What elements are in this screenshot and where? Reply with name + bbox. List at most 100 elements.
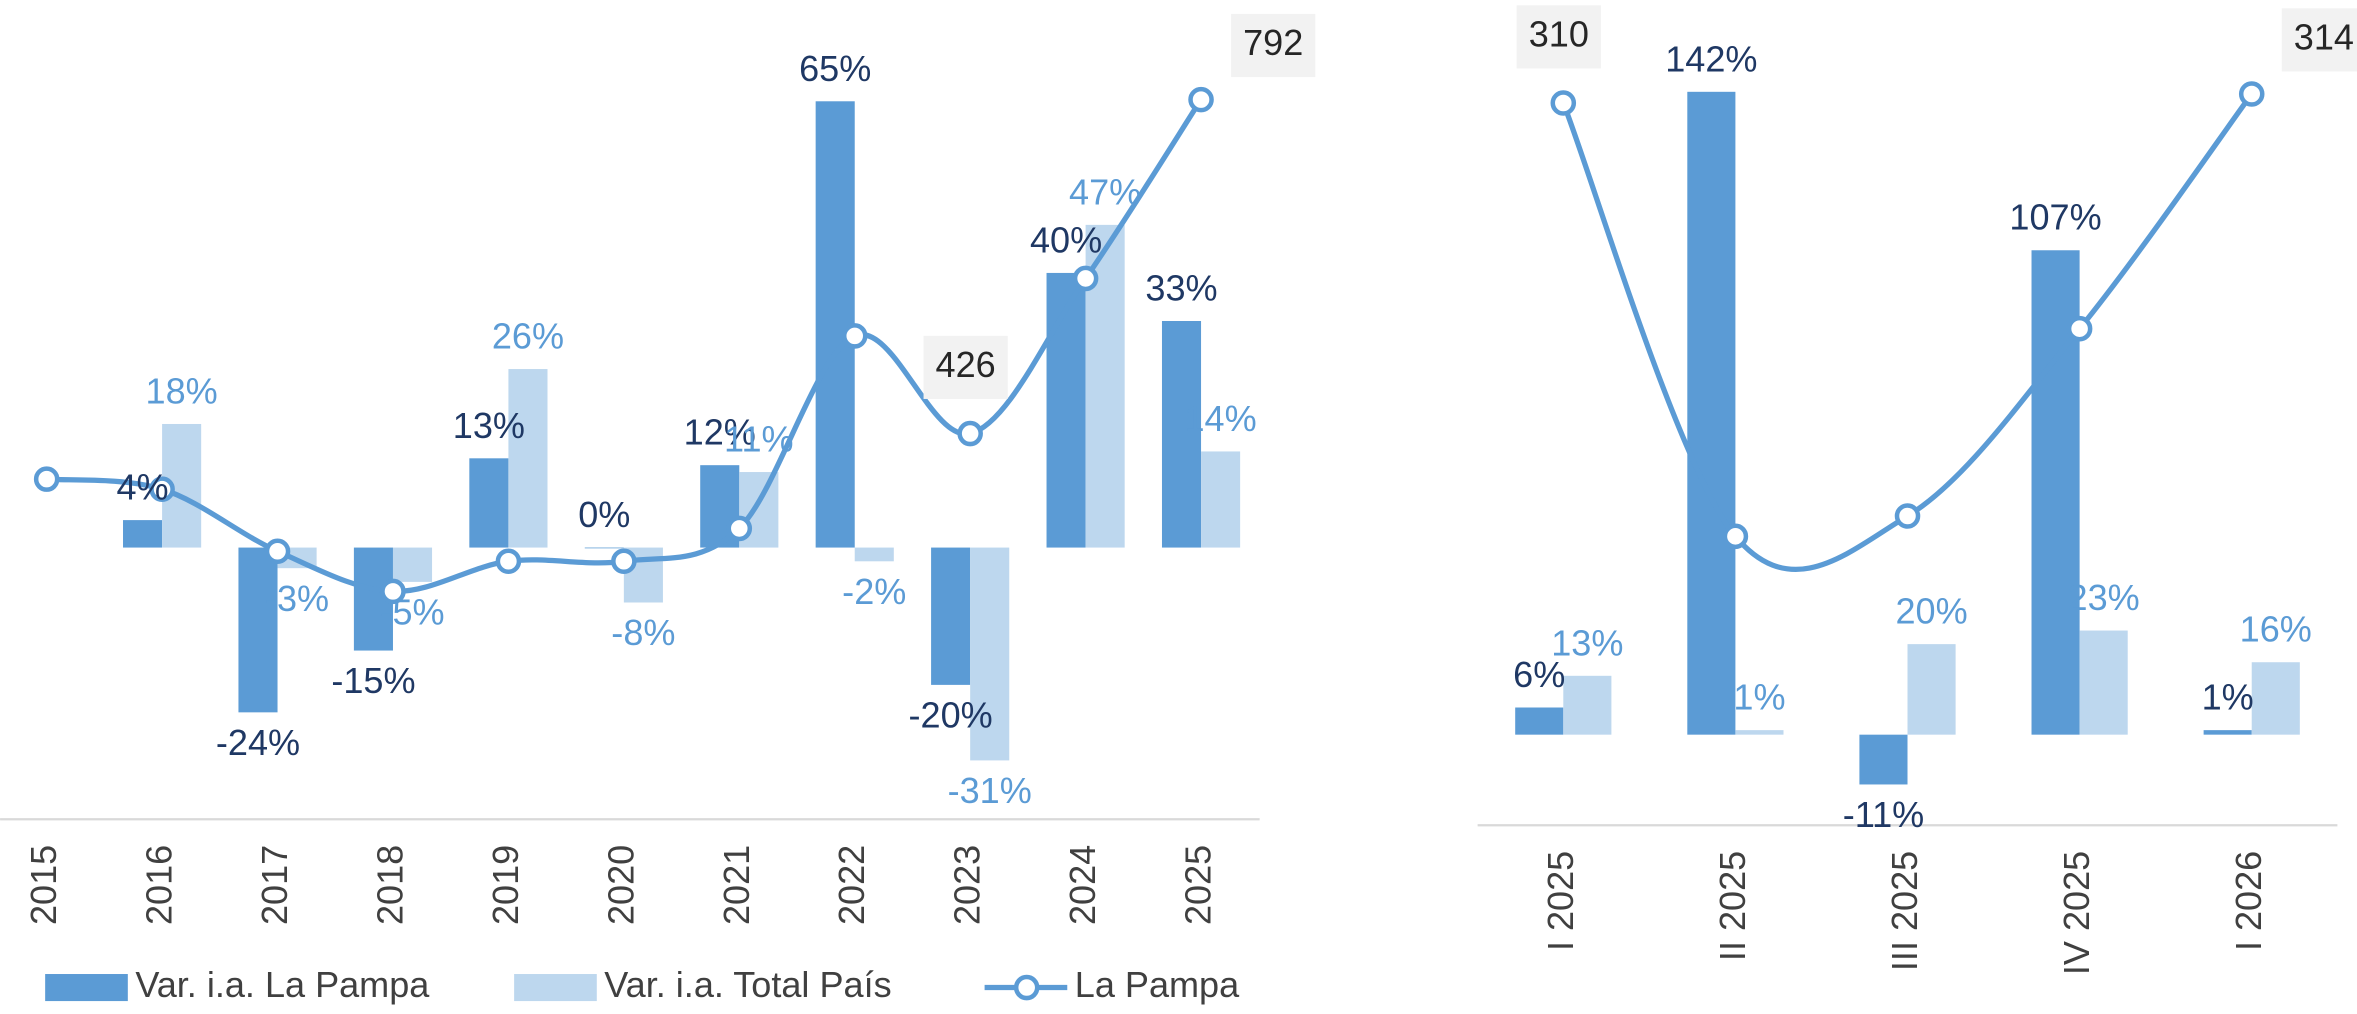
data-label: 314 bbox=[2294, 16, 2354, 57]
data-label: 14% bbox=[1184, 398, 1256, 439]
line-marker bbox=[726, 515, 753, 542]
line-marker bbox=[264, 538, 291, 565]
data-label: -8% bbox=[611, 612, 675, 653]
data-label: -2% bbox=[842, 571, 906, 612]
line-marker bbox=[1188, 86, 1214, 113]
data-label: 40% bbox=[1030, 219, 1102, 260]
bar bbox=[2203, 730, 2252, 735]
data-label: 6% bbox=[1513, 654, 1565, 695]
legend-label: Var. i.a. La Pampa bbox=[135, 964, 430, 1005]
lines-layer bbox=[33, 81, 2265, 605]
data-label: 26% bbox=[492, 316, 564, 357]
bar bbox=[1735, 730, 1784, 735]
line-marker bbox=[1550, 90, 1577, 116]
bar bbox=[584, 547, 624, 549]
line-marker bbox=[1722, 523, 1749, 550]
x-tick-label: 2016 bbox=[139, 845, 180, 925]
data-label: 1% bbox=[2202, 677, 2254, 718]
data-label: -3% bbox=[265, 578, 329, 619]
line-marker bbox=[1072, 265, 1099, 292]
labels-layer: 2015 2016 2017 2018 2019 2020 2021 2022 2023 2024… bbox=[23, 5, 2357, 1005]
x-tick-label: III 2025 bbox=[1884, 851, 1925, 971]
x-tick-label: I 2026 bbox=[2228, 851, 2269, 951]
line-marker bbox=[33, 466, 60, 492]
legend-label: La Pampa bbox=[1075, 964, 1240, 1005]
x-tick-label: 2021 bbox=[716, 845, 757, 925]
line bbox=[1560, 92, 2254, 572]
line-marker bbox=[495, 548, 522, 575]
x-tick-label: 2017 bbox=[254, 845, 295, 925]
bar bbox=[970, 547, 1010, 761]
bar bbox=[931, 547, 971, 685]
line-marker bbox=[380, 578, 406, 605]
data-label: 792 bbox=[1243, 22, 1303, 63]
data-label: 33% bbox=[1145, 267, 1217, 308]
data-label: -11% bbox=[1843, 794, 1925, 835]
bar bbox=[2079, 630, 2128, 735]
data-label: -20% bbox=[909, 694, 993, 735]
data-label: 1% bbox=[1733, 677, 1785, 718]
data-label: 20% bbox=[1895, 591, 1967, 632]
bar bbox=[1687, 91, 1736, 735]
line-marker bbox=[2238, 81, 2265, 107]
bar bbox=[1907, 644, 1956, 735]
x-tick-label: 2022 bbox=[831, 845, 872, 925]
data-label: -5% bbox=[380, 591, 444, 632]
data-label: -15% bbox=[331, 660, 415, 701]
data-label-box bbox=[2281, 8, 2357, 72]
legend-swatch bbox=[514, 974, 597, 1002]
bar bbox=[2251, 662, 2300, 735]
data-label: 310 bbox=[1529, 13, 1589, 54]
bars-layer bbox=[0, 91, 2338, 827]
legend-swatch bbox=[45, 974, 128, 1002]
x-tick-label: 2025 bbox=[1178, 845, 1219, 925]
x-tick-label: 2015 bbox=[23, 845, 64, 925]
bar bbox=[238, 547, 278, 713]
data-label: 13% bbox=[1551, 622, 1623, 663]
bar bbox=[854, 547, 894, 562]
bar bbox=[123, 520, 163, 548]
data-label-box bbox=[923, 335, 1008, 399]
bar bbox=[392, 547, 433, 582]
x-tick-label: II 2025 bbox=[1712, 851, 1753, 961]
x-tick-label: 2020 bbox=[600, 845, 641, 925]
x-tick-label: 2018 bbox=[370, 845, 411, 925]
line-marker bbox=[841, 323, 868, 349]
bar bbox=[1859, 734, 1908, 785]
x-tick-label: 2019 bbox=[485, 845, 526, 925]
x-tick-label: 2023 bbox=[947, 845, 988, 925]
line-marker bbox=[611, 548, 637, 575]
legend-marker bbox=[1013, 974, 1040, 1001]
data-label: 4% bbox=[116, 467, 168, 508]
line-marker bbox=[2066, 315, 2093, 342]
data-label-box bbox=[1231, 13, 1316, 78]
line-marker bbox=[957, 420, 983, 447]
data-label: 107% bbox=[2009, 197, 2101, 238]
data-label: 426 bbox=[936, 344, 996, 385]
bar bbox=[508, 369, 548, 548]
data-label: 13% bbox=[453, 405, 525, 446]
bar bbox=[1046, 272, 1086, 548]
bar bbox=[1563, 675, 1612, 735]
data-label: 23% bbox=[2068, 577, 2140, 618]
bar bbox=[1161, 320, 1202, 548]
data-label: 0% bbox=[578, 494, 630, 535]
legend-label: Var. i.a. Total País bbox=[604, 964, 891, 1005]
x-tick-label: IV 2025 bbox=[2056, 851, 2097, 975]
data-label: 12% bbox=[684, 412, 756, 453]
data-label: -31% bbox=[948, 770, 1032, 811]
x-tick-label: I 2025 bbox=[1540, 851, 1581, 951]
data-label: 16% bbox=[2240, 609, 2312, 650]
bar bbox=[469, 458, 509, 548]
data-label: 65% bbox=[799, 48, 871, 89]
bar bbox=[1201, 451, 1241, 548]
x-tick-label: 2024 bbox=[1062, 845, 1103, 925]
data-label: -24% bbox=[216, 722, 300, 763]
data-label: 18% bbox=[146, 370, 218, 411]
bar bbox=[815, 101, 855, 548]
data-label: 142% bbox=[1665, 38, 1757, 79]
data-label-box bbox=[1516, 5, 1601, 69]
bar bbox=[1515, 707, 1564, 735]
